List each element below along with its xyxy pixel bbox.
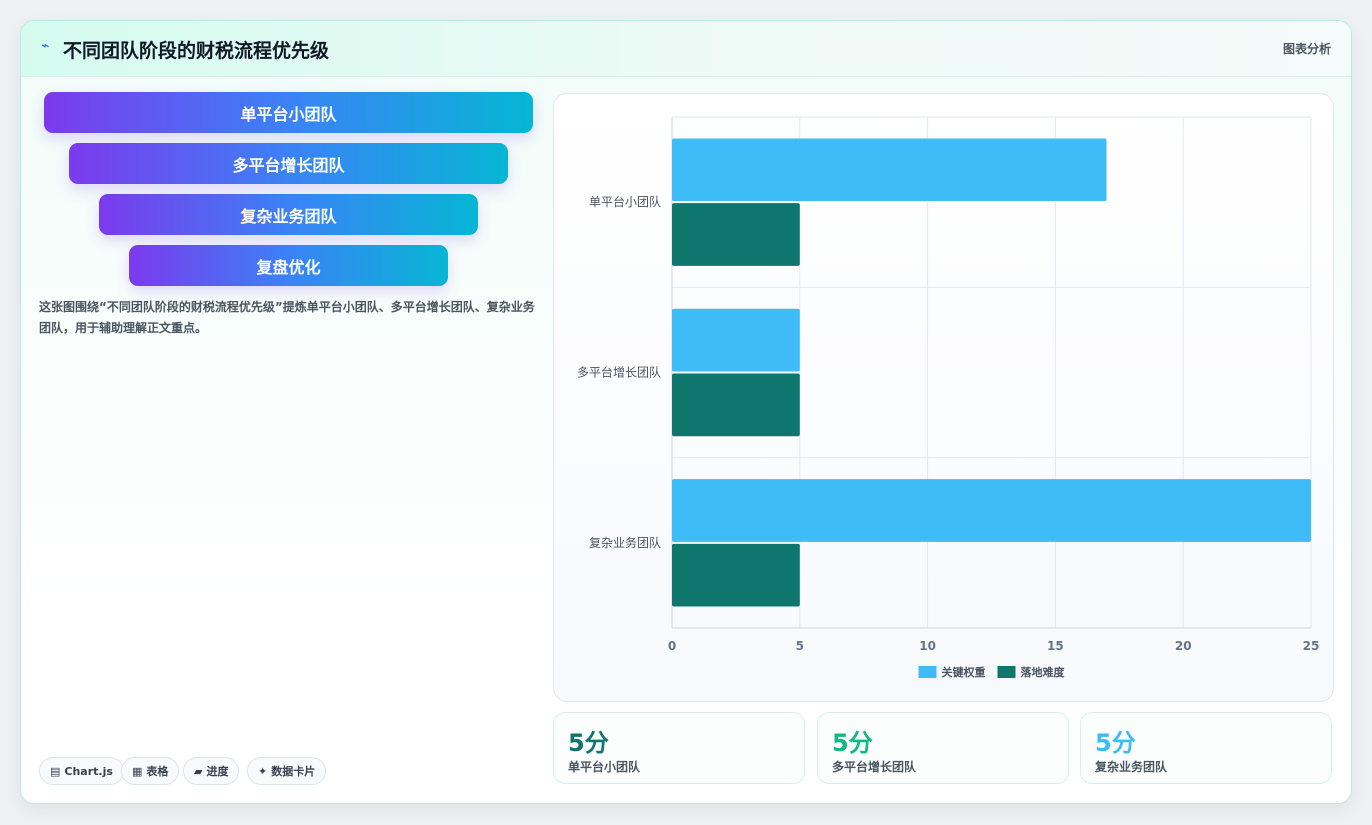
legend-swatch	[997, 666, 1016, 678]
stat-value: 5分	[568, 729, 609, 757]
stat-label: 多平台增长团队	[832, 760, 917, 774]
bar-difficulty	[672, 543, 800, 607]
bar-key-weight	[672, 479, 1311, 542]
chart-description: 这张图围绕“不同团队阶段的财税流程优先级”提炼单平台小团队、多平台增长团队、复杂…	[39, 300, 535, 335]
x-tick-label: 10	[919, 639, 936, 653]
legend-swatch	[918, 666, 937, 678]
legend-label: 落地难度	[1021, 665, 1066, 679]
x-tick-label: 20	[1175, 639, 1192, 653]
y-tick-label: 单平台小团队	[589, 194, 661, 209]
stage-label: 多平台增长团队	[232, 155, 345, 175]
chip-progress[interactable]: ▰ 进度	[183, 757, 240, 785]
progress-icon: ▰	[194, 764, 203, 778]
x-tick-label: 0	[668, 639, 676, 653]
stage-pill-2: 多平台增长团队	[69, 143, 508, 184]
chip-chartjs[interactable]: ▤ Chart.js	[39, 757, 124, 785]
chip-table[interactable]: ▦ 表格	[121, 757, 180, 785]
x-tick-label: 15	[1047, 639, 1064, 653]
card-header: ⌁ 不同团队阶段的财税流程优先级 图表分析	[21, 21, 1351, 77]
stat-label: 单平台小团队	[568, 760, 641, 774]
chip-label: 进度	[206, 765, 229, 778]
x-tick-label: 5	[796, 639, 804, 653]
y-tick-label: 多平台增长团队	[577, 365, 661, 380]
x-tick-label: 25	[1303, 639, 1320, 653]
bar-key-weight	[672, 308, 800, 372]
chip-label: Chart.js	[64, 764, 113, 778]
chip-label: 数据卡片	[271, 765, 316, 778]
chip-label: 表格	[146, 765, 169, 778]
chart-icon: ▤	[50, 764, 61, 778]
chip-data-card[interactable]: ✦ 数据卡片	[247, 757, 327, 785]
header-tag: 图表分析	[1282, 42, 1331, 56]
stage-pill-1: 单平台小团队	[44, 92, 533, 133]
stat-label: 复杂业务团队	[1095, 760, 1168, 774]
chart-card: ⌁ 不同团队阶段的财税流程优先级 图表分析 单平台小团队 多平台增长团队 复杂业…	[20, 20, 1352, 804]
bar-key-weight	[672, 138, 1107, 202]
stage-pill-4: 复盘优化	[129, 245, 448, 286]
stat-card-1: 5分 单平台小团队	[553, 712, 805, 784]
bar-difficulty	[672, 373, 800, 437]
table-icon: ▦	[132, 764, 143, 778]
legend-label: 关键权重	[942, 665, 986, 679]
stage-label: 单平台小团队	[240, 104, 337, 124]
stat-value: 5分	[832, 729, 873, 757]
page-title: 不同团队阶段的财税流程优先级	[63, 40, 330, 62]
chart-line-icon: ⌁	[41, 38, 50, 54]
chart-panel: 单平台小团队多平台增长团队复杂业务团队 0 5 10 15 20 25 关键权重 落地难度	[553, 93, 1334, 702]
stage-pill-3: 复杂业务团队	[99, 194, 478, 235]
stage-label: 复杂业务团队	[240, 206, 337, 226]
stage-label: 复盘优化	[256, 257, 321, 277]
y-tick-label: 复杂业务团队	[589, 535, 661, 550]
stat-card-3: 5分 复杂业务团队	[1080, 712, 1332, 784]
stat-value: 5分	[1095, 729, 1136, 757]
stat-card-2: 5分 多平台增长团队	[817, 712, 1069, 784]
sparkle-icon: ✦	[258, 764, 268, 778]
bar-difficulty	[672, 203, 800, 266]
